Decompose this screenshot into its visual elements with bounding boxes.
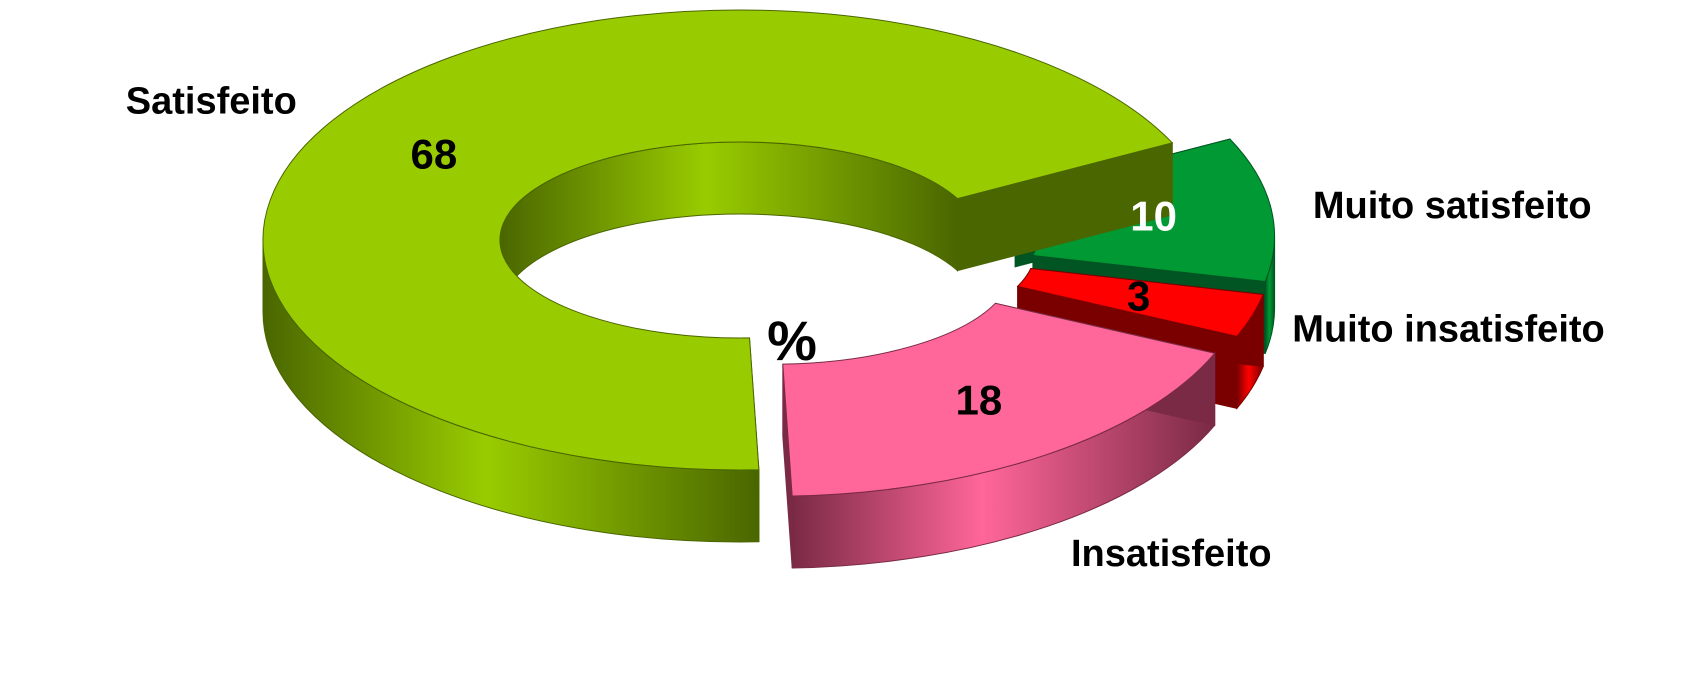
labels-layer: 10 Muito satisfeito 3 Muito insatisfeito 18 I… <box>126 81 1605 576</box>
value-label-muito-insatisfeito: 3 <box>1127 273 1150 320</box>
category-label-insatisfeito: Insatisfeito <box>1071 533 1272 575</box>
slice-satisfeito-top <box>262 9 1174 471</box>
slice-muito-insatisfeito-top <box>1016 267 1264 337</box>
value-label-insatisfeito: 18 <box>956 377 1003 424</box>
slice-insatisfeito-top <box>782 302 1216 497</box>
slice-satisfeito <box>262 9 1174 543</box>
center-percent-label: % <box>767 309 817 372</box>
value-label-muito-satisfeito: 10 <box>1130 193 1177 240</box>
slice-insatisfeito <box>782 302 1216 569</box>
slices-layer <box>262 9 1276 569</box>
category-label-satisfeito: Satisfeito <box>126 81 297 123</box>
value-label-satisfeito: 68 <box>411 131 458 178</box>
category-label-muito-satisfeito: Muito satisfeito <box>1313 185 1592 227</box>
category-label-muito-insatisfeito: Muito insatisfeito <box>1292 308 1604 350</box>
